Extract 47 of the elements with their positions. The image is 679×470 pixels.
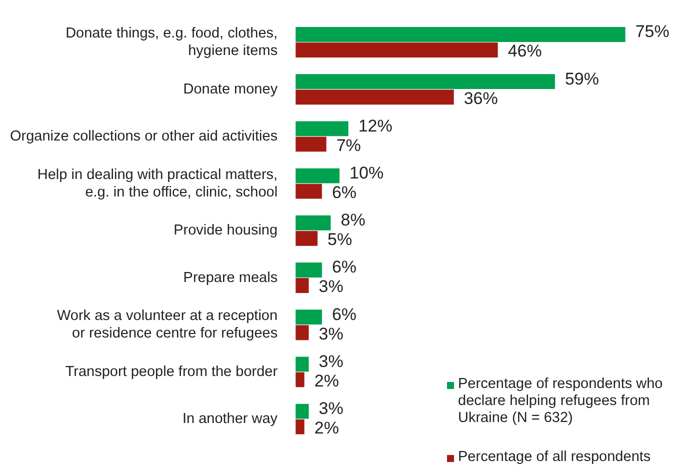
bar xyxy=(296,42,498,58)
data-label: 2% xyxy=(314,371,339,390)
bar xyxy=(296,372,304,388)
data-label: 8% xyxy=(340,210,366,230)
bar xyxy=(296,230,318,246)
y-tick-label: Donate things, e.g. food, clothes, hygiene items xyxy=(66,26,278,59)
data-label: 6% xyxy=(332,183,357,202)
bar xyxy=(296,215,331,230)
y-tick-label: Help in dealing with practical matters, e.g. in the office, clinic, school xyxy=(37,166,278,200)
data-label: 12% xyxy=(358,116,392,136)
data-label: 3% xyxy=(318,398,344,418)
data-label: 75% xyxy=(635,22,670,42)
data-label: 6% xyxy=(332,258,357,277)
y-tick-label: In another way xyxy=(182,411,278,428)
y-tick-label: Work as a volunteer at a reception or residence centre for refugees xyxy=(56,308,278,342)
bar xyxy=(296,356,309,372)
bar xyxy=(296,121,348,136)
data-label: 36% xyxy=(464,88,498,108)
bar xyxy=(296,262,322,278)
y-tick-label: Prepare meals xyxy=(183,270,278,286)
data-label: 3% xyxy=(318,277,344,296)
data-label: 2% xyxy=(314,418,339,438)
bar xyxy=(296,278,309,293)
bar xyxy=(296,27,626,42)
data-label: 46% xyxy=(508,42,542,61)
legend-label: Percentage of all respondents xyxy=(458,449,651,466)
bar xyxy=(296,136,326,152)
y-tick-label: Provide housing xyxy=(174,222,278,239)
y-tick-label: Donate money xyxy=(183,81,278,98)
bar xyxy=(296,90,454,105)
bar xyxy=(296,325,309,340)
y-tick-label: Organize collections or other aid activities xyxy=(10,128,278,144)
bar xyxy=(296,74,555,90)
data-label: 6% xyxy=(332,304,357,324)
y-tick-label: Transport people from the border xyxy=(65,364,278,380)
bar xyxy=(296,184,322,199)
data-label: 3% xyxy=(318,324,344,344)
bar xyxy=(296,310,322,325)
bar xyxy=(296,404,309,419)
bar xyxy=(296,168,340,184)
legend-label: Percentage of respondents who declare helping refugees from Ukraine (N = 632) xyxy=(458,376,664,427)
bar xyxy=(296,419,304,434)
data-label: 3% xyxy=(318,352,344,371)
data-label: 7% xyxy=(336,136,361,155)
data-label: 5% xyxy=(328,230,352,250)
data-label: 10% xyxy=(350,163,384,182)
data-label: 59% xyxy=(564,69,600,88)
